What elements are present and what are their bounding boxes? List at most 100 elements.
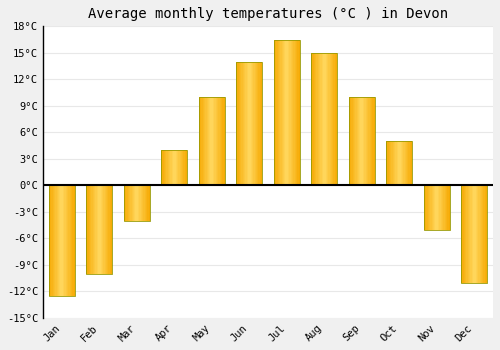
Bar bbox=[126, 186, 128, 220]
Bar bbox=[180, 150, 181, 186]
Bar bbox=[129, 186, 130, 220]
Bar bbox=[424, 186, 450, 230]
Bar bbox=[137, 186, 138, 220]
Bar bbox=[470, 186, 472, 282]
Bar bbox=[371, 97, 372, 186]
Bar bbox=[312, 53, 314, 186]
Bar bbox=[208, 97, 209, 186]
Bar bbox=[446, 186, 448, 230]
Bar bbox=[374, 97, 375, 186]
Bar bbox=[283, 40, 284, 186]
Bar bbox=[364, 97, 366, 186]
Bar bbox=[164, 150, 165, 186]
Bar bbox=[311, 53, 338, 186]
Bar bbox=[172, 150, 173, 186]
Bar bbox=[389, 141, 390, 186]
Bar bbox=[161, 150, 188, 186]
Bar bbox=[182, 150, 184, 186]
Bar bbox=[476, 186, 477, 282]
Bar bbox=[424, 186, 425, 230]
Bar bbox=[59, 186, 60, 296]
Bar bbox=[221, 97, 222, 186]
Bar bbox=[330, 53, 331, 186]
Bar bbox=[66, 186, 67, 296]
Bar bbox=[315, 53, 316, 186]
Bar bbox=[318, 53, 319, 186]
Bar bbox=[102, 186, 103, 274]
Bar bbox=[106, 186, 107, 274]
Bar bbox=[134, 186, 136, 220]
Bar bbox=[212, 97, 213, 186]
Bar bbox=[276, 40, 278, 186]
Bar bbox=[404, 141, 406, 186]
Bar bbox=[372, 97, 374, 186]
Bar bbox=[280, 40, 281, 186]
Bar bbox=[62, 186, 63, 296]
Bar bbox=[166, 150, 168, 186]
Bar bbox=[169, 150, 170, 186]
Bar bbox=[396, 141, 398, 186]
Bar bbox=[362, 97, 363, 186]
Bar bbox=[477, 186, 478, 282]
Bar bbox=[246, 62, 248, 186]
Title: Average monthly temperatures (°C ) in Devon: Average monthly temperatures (°C ) in De… bbox=[88, 7, 448, 21]
Bar bbox=[261, 62, 262, 186]
Bar bbox=[314, 53, 315, 186]
Bar bbox=[161, 150, 162, 186]
Bar bbox=[206, 97, 208, 186]
Bar bbox=[473, 186, 474, 282]
Bar bbox=[462, 186, 464, 282]
Bar bbox=[142, 186, 144, 220]
Bar bbox=[205, 97, 206, 186]
Bar bbox=[433, 186, 434, 230]
Bar bbox=[392, 141, 394, 186]
Bar bbox=[319, 53, 320, 186]
Bar bbox=[254, 62, 256, 186]
Bar bbox=[311, 53, 312, 186]
Bar bbox=[240, 62, 242, 186]
Bar bbox=[363, 97, 364, 186]
Bar bbox=[323, 53, 324, 186]
Bar bbox=[111, 186, 112, 274]
Bar bbox=[331, 53, 332, 186]
Bar bbox=[132, 186, 133, 220]
Bar bbox=[253, 62, 254, 186]
Bar bbox=[140, 186, 142, 220]
Bar bbox=[71, 186, 72, 296]
Bar bbox=[316, 53, 318, 186]
Bar bbox=[469, 186, 470, 282]
Bar bbox=[352, 97, 354, 186]
Bar bbox=[256, 62, 257, 186]
Bar bbox=[258, 62, 260, 186]
Bar bbox=[432, 186, 433, 230]
Bar bbox=[406, 141, 407, 186]
Bar bbox=[296, 40, 298, 186]
Bar bbox=[286, 40, 287, 186]
Bar bbox=[354, 97, 355, 186]
Bar bbox=[336, 53, 338, 186]
Bar bbox=[465, 186, 466, 282]
Bar bbox=[292, 40, 294, 186]
Bar bbox=[74, 186, 75, 296]
Bar bbox=[222, 97, 224, 186]
Bar bbox=[200, 97, 202, 186]
Bar bbox=[128, 186, 129, 220]
Bar bbox=[482, 186, 484, 282]
Bar bbox=[186, 150, 188, 186]
Bar bbox=[63, 186, 64, 296]
Bar bbox=[209, 97, 210, 186]
Bar bbox=[70, 186, 71, 296]
Bar bbox=[348, 97, 350, 186]
Bar bbox=[398, 141, 400, 186]
Bar bbox=[294, 40, 296, 186]
Bar bbox=[358, 97, 359, 186]
Bar bbox=[279, 40, 280, 186]
Bar bbox=[64, 186, 66, 296]
Bar bbox=[326, 53, 327, 186]
Bar bbox=[185, 150, 186, 186]
Bar bbox=[168, 150, 169, 186]
Bar bbox=[444, 186, 446, 230]
Bar bbox=[367, 97, 368, 186]
Bar bbox=[408, 141, 410, 186]
Bar bbox=[356, 97, 358, 186]
